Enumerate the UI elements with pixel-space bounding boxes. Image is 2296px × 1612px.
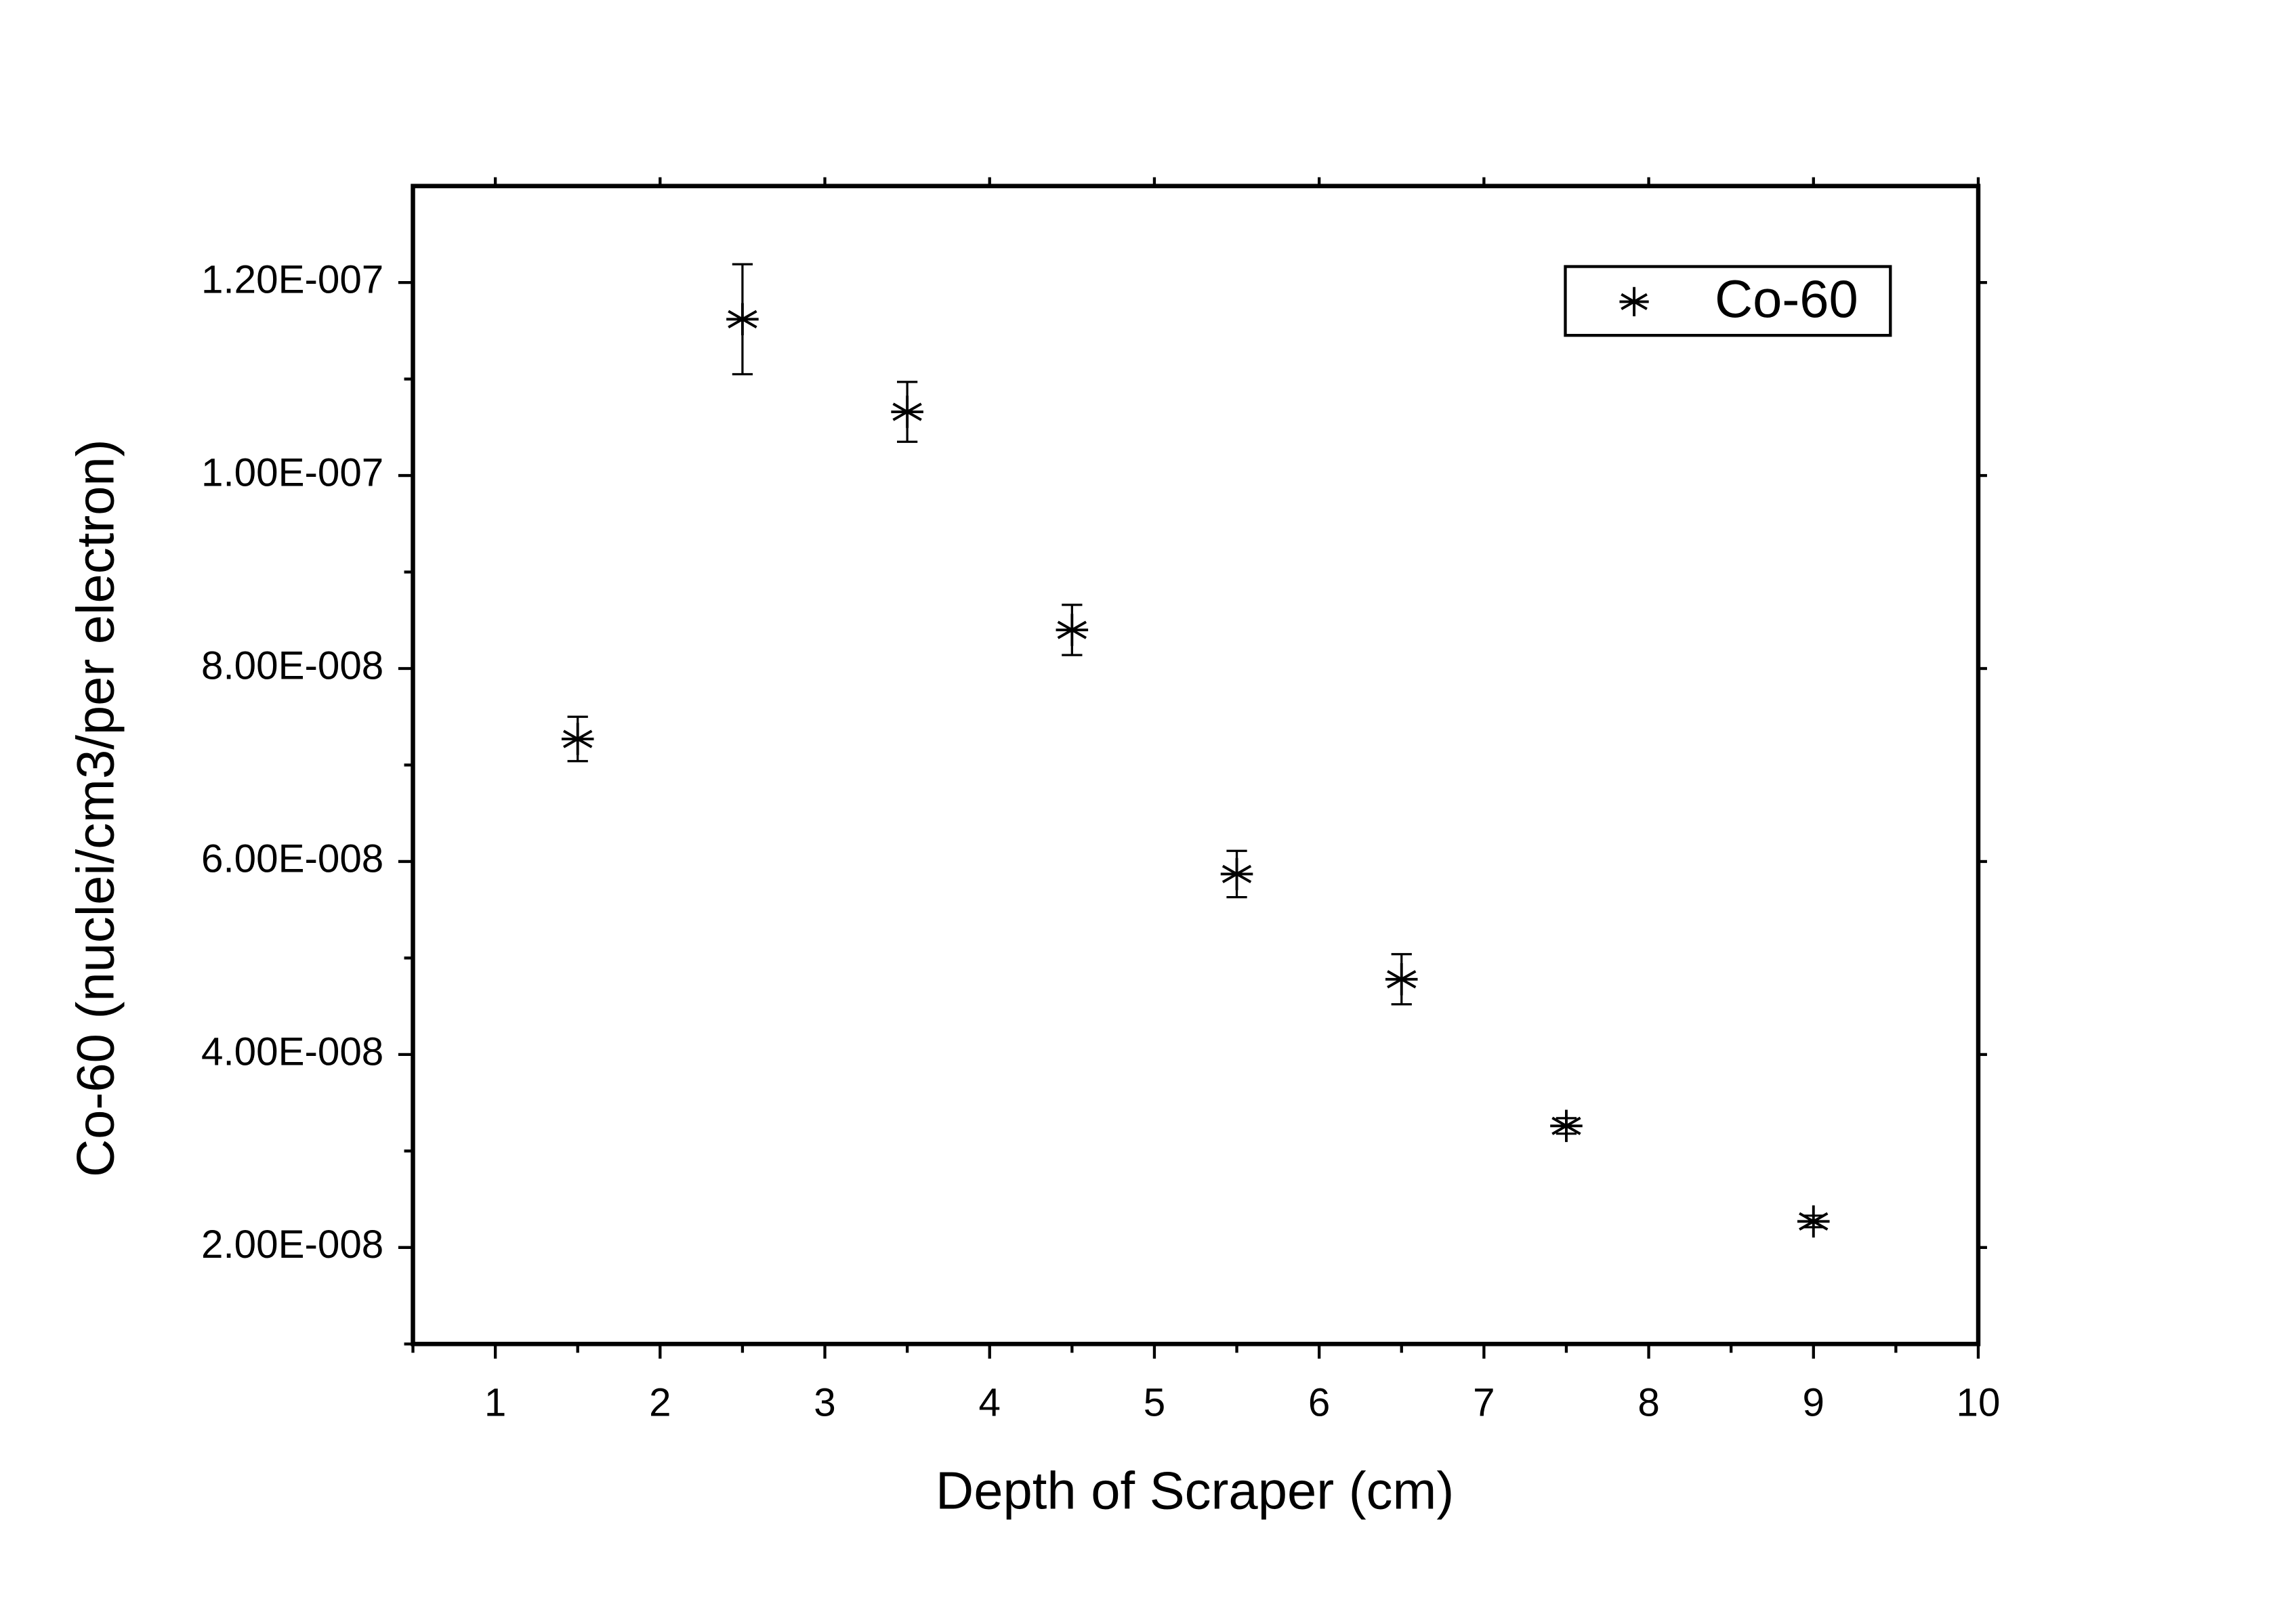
point — [1220, 857, 1253, 891]
point — [1797, 1205, 1830, 1238]
point — [561, 723, 594, 755]
x-tick-label: 1 — [484, 1380, 506, 1424]
y-tick-label: 8.00E-008 — [201, 643, 383, 687]
x-tick-label: 8 — [1637, 1380, 1659, 1424]
y-tick-label: 2.00E-008 — [201, 1223, 383, 1267]
x-tick-label: 5 — [1144, 1380, 1165, 1424]
x-axis-title: Depth of Scraper (cm) — [936, 1462, 1454, 1520]
y-tick-label: 1.20E-007 — [201, 258, 383, 302]
legend-marker — [1619, 287, 1649, 317]
point — [891, 396, 923, 428]
point — [1550, 1109, 1583, 1143]
x-tick-label: 7 — [1473, 1380, 1495, 1424]
legend-label: Co-60 — [1715, 270, 1858, 328]
x-tick-label: 10 — [1957, 1380, 2001, 1424]
y-axis-title: Co-60 (nuclei/cm3/per electron) — [67, 439, 125, 1177]
x-tick-label: 2 — [649, 1380, 671, 1424]
y-tick-label: 1.00E-007 — [201, 450, 383, 494]
y-tick-label: 6.00E-008 — [201, 836, 383, 881]
point — [1385, 962, 1418, 996]
x-tick-label: 4 — [979, 1380, 1001, 1424]
point — [726, 303, 759, 336]
x-tick-label: 3 — [814, 1380, 835, 1424]
y-tick-label: 4.00E-008 — [201, 1030, 383, 1074]
x-tick-label: 9 — [1803, 1380, 1824, 1424]
x-tick-label: 6 — [1308, 1380, 1330, 1424]
point — [1056, 614, 1089, 646]
